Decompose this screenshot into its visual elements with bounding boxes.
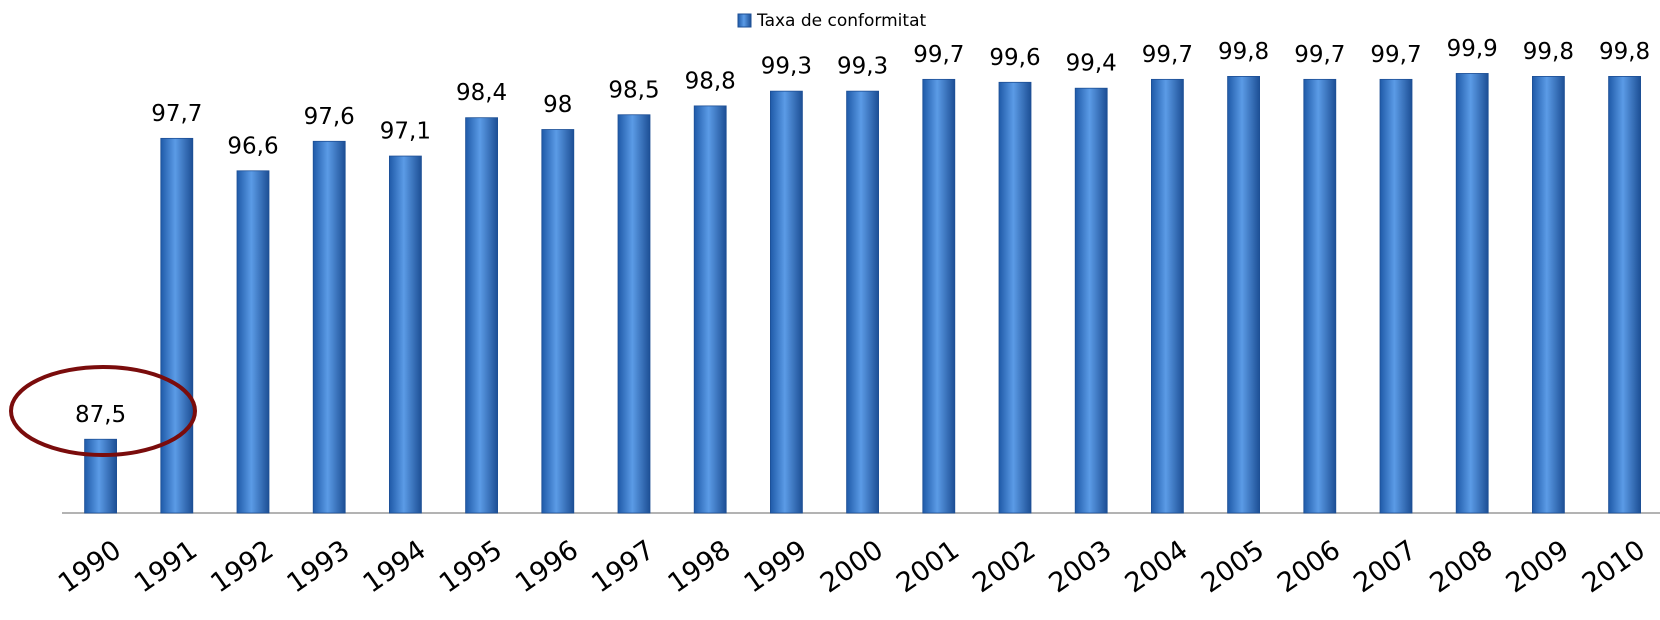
value-label: 96,6 <box>227 133 278 159</box>
bar <box>465 117 499 514</box>
value-label: 97,7 <box>151 101 202 127</box>
value-label: 99,3 <box>761 54 812 80</box>
value-label: 99,8 <box>1599 39 1650 65</box>
highlight-ellipse <box>9 365 197 457</box>
bar <box>1074 87 1108 514</box>
x-tick-label: 2005 <box>1196 534 1270 599</box>
value-label: 99,8 <box>1218 39 1269 65</box>
value-label: 99,3 <box>837 54 888 80</box>
value-label: 98 <box>543 92 572 118</box>
bar <box>1151 78 1184 514</box>
legend: Taxa de conformitat <box>737 11 926 31</box>
bar <box>770 90 803 514</box>
bar <box>1379 78 1413 514</box>
x-tick-label: 1995 <box>434 534 508 599</box>
x-tick-label: 2003 <box>1043 534 1117 599</box>
value-label: 98,4 <box>456 80 507 106</box>
value-label: 99,4 <box>1066 51 1117 77</box>
x-tick-label: 1992 <box>205 534 279 599</box>
x-tick-label: 2001 <box>891 534 965 599</box>
value-label: 99,6 <box>989 45 1040 71</box>
legend-swatch <box>737 13 752 28</box>
bar <box>922 78 956 514</box>
x-tick-label: 1999 <box>739 534 813 599</box>
value-label: 98,5 <box>608 77 659 103</box>
x-tick-label: 1997 <box>586 534 660 599</box>
value-label: 87,5 <box>75 402 126 428</box>
bar <box>1608 76 1641 514</box>
bar <box>693 105 727 514</box>
x-tick-label: 1993 <box>281 534 355 599</box>
legend-label: Taxa de conformitat <box>756 11 926 31</box>
x-tick-label: 1996 <box>510 534 584 599</box>
bar <box>1227 76 1260 514</box>
x-tick-label: 2006 <box>1272 534 1346 599</box>
value-label: 99,7 <box>1370 42 1421 68</box>
value-label: 99,7 <box>1294 42 1345 68</box>
bar <box>312 140 346 514</box>
x-tick-label: 2000 <box>815 534 889 599</box>
bar <box>160 137 194 514</box>
x-tick-label: 2008 <box>1424 534 1498 599</box>
x-tick-label: 2010 <box>1577 534 1651 599</box>
x-tick-label: 2007 <box>1348 534 1422 599</box>
value-label: 99,9 <box>1447 36 1498 62</box>
bar <box>1303 78 1337 514</box>
x-tick-label: 2004 <box>1120 534 1194 599</box>
value-label: 99,7 <box>913 42 964 68</box>
value-label: 97,6 <box>304 104 355 130</box>
x-tick-label: 1998 <box>662 534 736 599</box>
x-tick-label: 1990 <box>53 534 127 599</box>
x-tick-label: 2009 <box>1501 534 1575 599</box>
bar <box>541 129 575 514</box>
bar <box>1455 73 1489 514</box>
bar <box>388 155 422 514</box>
x-tick-label: 1991 <box>129 534 203 599</box>
bar <box>998 81 1032 514</box>
bar <box>1532 76 1565 514</box>
bar <box>84 438 117 514</box>
x-tick-label: 1994 <box>358 534 432 599</box>
x-tick-label: 2002 <box>967 534 1041 599</box>
bar <box>617 114 651 514</box>
value-label: 99,7 <box>1142 42 1193 68</box>
bar <box>236 170 270 514</box>
value-label: 99,8 <box>1523 39 1574 65</box>
value-label: 97,1 <box>380 119 431 145</box>
bar <box>846 90 879 514</box>
value-label: 98,8 <box>685 68 736 94</box>
